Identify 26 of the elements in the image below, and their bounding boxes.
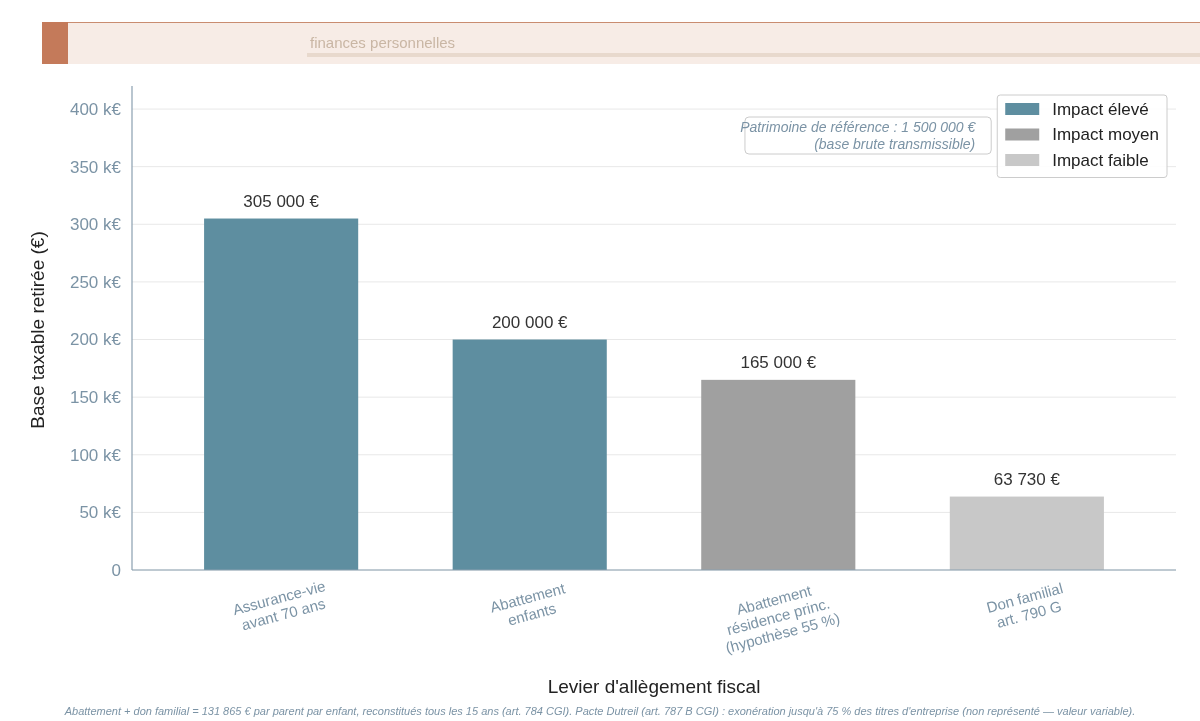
y-axis-title: Base taxable retirée (€) xyxy=(27,231,48,429)
data-label: 165 000 € xyxy=(740,352,817,372)
data-label: 305 000 € xyxy=(243,191,320,211)
data-label: 63 730 € xyxy=(993,469,1061,489)
bar xyxy=(949,496,1104,570)
data-label: 200 000 € xyxy=(491,312,569,332)
text: Abattement + don familial = 131 865 € par parent par enfant, reconstitués tous les 15 ans (art. 784 CGI). Pacte Dutreil (art. 787 B CGI) : exonération jusqu'à 75 % des titres d'entreprise (non représenté — valeur variable). xyxy=(63,705,1136,717)
chart-subtitle: finances personnelles xyxy=(310,34,456,51)
y-tick-label: 300 k€ xyxy=(69,215,122,235)
y-tick-label: 100 k€ xyxy=(69,445,122,465)
bar xyxy=(452,339,607,570)
y-tick-label: 400 k€ xyxy=(69,100,122,119)
y-tick-label: 200 k€ xyxy=(69,330,122,350)
annotation: Patrimoine de référence : 1 500 000 € (base brute transmissible) xyxy=(740,119,977,152)
bar xyxy=(204,218,359,570)
legend-label: Impact faible xyxy=(1052,150,1149,170)
y-tick-label: 150 k€ xyxy=(69,388,122,408)
y-tick-label: 350 k€ xyxy=(69,157,122,177)
legend-label: Impact élevé xyxy=(1052,99,1149,119)
legend-label: Impact moyen xyxy=(1052,125,1159,145)
y-tick-label: 50 k€ xyxy=(79,503,122,523)
bar xyxy=(701,379,856,570)
y-tick-label: 250 k€ xyxy=(69,272,122,292)
x-axis-title: Levier d'allègement fiscal xyxy=(547,676,761,697)
y-tick-label: 0 xyxy=(111,560,121,580)
x-tick-label: Don familial art. 790 G xyxy=(984,579,1065,631)
